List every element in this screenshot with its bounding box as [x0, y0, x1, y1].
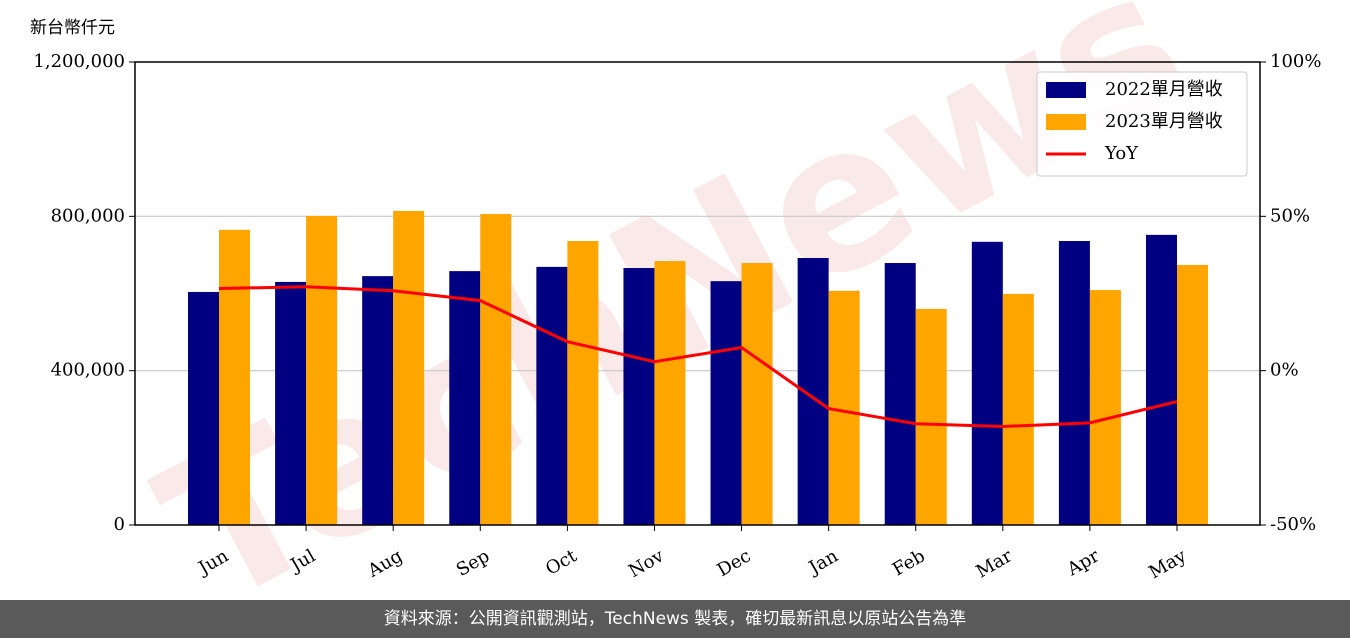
bar [449, 271, 481, 525]
y2-tick-label: 0% [1270, 360, 1299, 381]
y2-tick-label: 50% [1270, 205, 1310, 226]
chart: 新台幣仟元 TechNews 0400,000800,0001,200,000-… [30, 0, 1321, 600]
bar [567, 241, 599, 525]
line [218, 285, 1178, 429]
bar [306, 215, 338, 525]
legend-label: 2023單月營收 [1105, 111, 1223, 132]
bar [1058, 241, 1090, 525]
x-tick-label: Mar [973, 545, 1017, 582]
y-tick-label: 0 [114, 514, 125, 535]
bar [219, 229, 250, 525]
y-unit-label: 新台幣仟元 [30, 18, 115, 38]
y2-tick-label: 100% [1270, 51, 1321, 72]
legend-label: 2022單月營收 [1105, 79, 1223, 100]
y-tick-label: 800,000 [51, 205, 125, 226]
plot-frame [134, 61, 1261, 526]
legend-box [1036, 71, 1248, 177]
bar [275, 281, 307, 525]
legend-swatch [1046, 82, 1086, 98]
bar [915, 308, 947, 525]
x-tick-label: Oct [542, 545, 581, 580]
bar [654, 261, 686, 525]
y2-tick-label: -50% [1270, 514, 1316, 535]
bar [623, 268, 655, 525]
y-tick-label: 1,200,000 [33, 51, 125, 72]
bar [362, 276, 394, 525]
x-tick-label: Jan [804, 545, 842, 579]
bar [710, 281, 742, 525]
bar [188, 291, 219, 525]
bar [1089, 290, 1121, 525]
bar [1177, 264, 1208, 525]
legend: 2022單月營收 2023單月營收 YoY [1036, 71, 1248, 177]
x-tick-label: Nov [625, 545, 668, 582]
bar [884, 263, 916, 525]
bar [480, 214, 512, 526]
x-tick-label: Sep [453, 545, 493, 580]
bar [828, 290, 860, 525]
bar [971, 241, 1003, 525]
bar [1002, 293, 1034, 525]
footer: 資料來源：公開資訊觀測站，TechNews 製表，確切最新訊息以原站公告為準 [0, 600, 1350, 638]
x-tick-label: May [1145, 545, 1190, 583]
bar [741, 263, 773, 525]
legend-label: YoY [1104, 143, 1139, 164]
bar [536, 266, 568, 525]
legend-swatch [1046, 114, 1086, 130]
x-tick-label: Dec [714, 545, 755, 581]
x-tick-label: Feb [889, 545, 929, 580]
x-tick-label: Apr [1063, 545, 1103, 580]
y-tick-label: 400,000 [51, 360, 125, 381]
bar [393, 210, 425, 525]
bar [1146, 234, 1177, 525]
